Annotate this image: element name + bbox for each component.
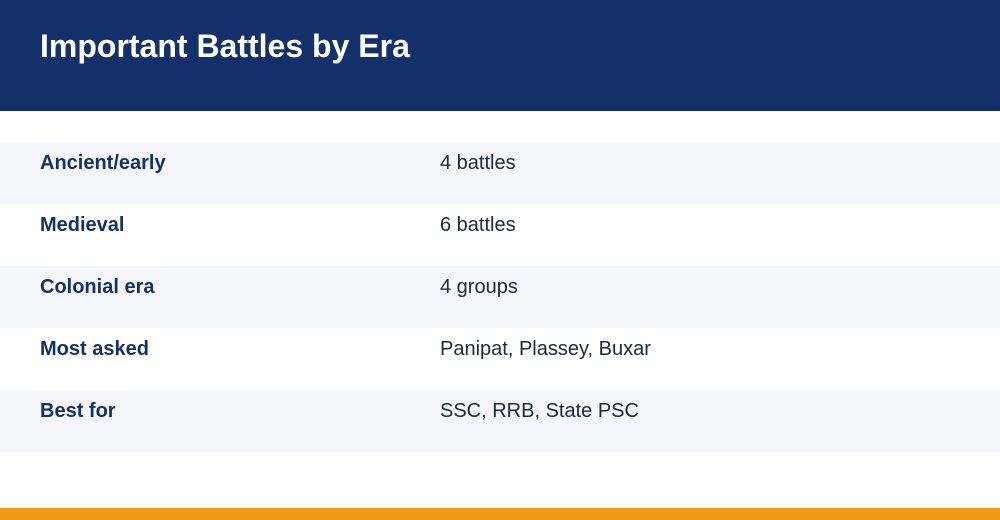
- row-label: Colonial era: [40, 276, 155, 298]
- row-value: 4 groups: [440, 276, 518, 298]
- table-row: Medieval 6 battles: [0, 204, 1000, 266]
- row-label: Medieval: [40, 214, 125, 236]
- row-label: Ancient/early: [40, 152, 166, 174]
- row-value: 6 battles: [440, 214, 516, 236]
- row-value: SSC, RRB, State PSC: [440, 400, 639, 422]
- header-banner: Important Battles by Era: [0, 0, 1000, 111]
- table-row: Most asked Panipat, Plassey, Buxar: [0, 328, 1000, 390]
- row-label: Most asked: [40, 338, 149, 360]
- page-title: Important Battles by Era: [40, 28, 410, 64]
- accent-footer-bar: [0, 508, 1000, 520]
- row-value: Panipat, Plassey, Buxar: [440, 338, 651, 360]
- row-label: Best for: [40, 400, 116, 422]
- table-row: Best for SSC, RRB, State PSC: [0, 390, 1000, 452]
- table-row: Ancient/early 4 battles: [0, 142, 1000, 204]
- info-table: Ancient/early 4 battles Medieval 6 battl…: [0, 142, 1000, 452]
- row-value: 4 battles: [440, 152, 516, 174]
- table-row: Colonial era 4 groups: [0, 266, 1000, 328]
